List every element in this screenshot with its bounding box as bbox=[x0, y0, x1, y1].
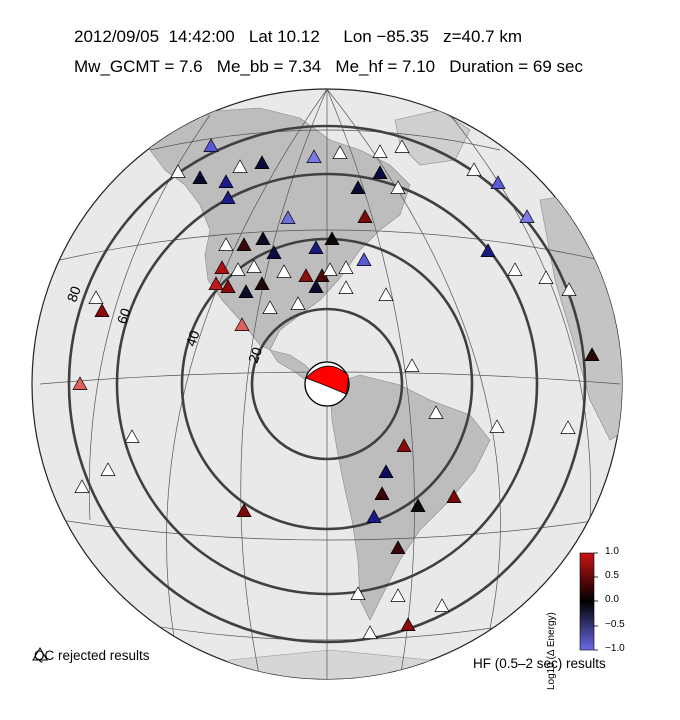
station-triangle bbox=[94, 303, 110, 317]
station-triangle bbox=[255, 231, 271, 245]
station-triangle bbox=[366, 509, 382, 523]
colorbar-tick: 0.0 bbox=[605, 594, 619, 605]
station-triangle bbox=[254, 155, 270, 169]
colorbar-tick: 0.5 bbox=[605, 570, 619, 581]
station-triangle bbox=[519, 209, 535, 223]
station-triangle bbox=[218, 237, 234, 251]
station-triangle bbox=[338, 260, 354, 274]
station-triangle bbox=[280, 210, 296, 224]
hf-results-label: HF (0.5–2 sec) results bbox=[473, 656, 606, 671]
station-triangle bbox=[350, 586, 366, 600]
station-triangle bbox=[262, 300, 278, 314]
station-triangle bbox=[298, 268, 314, 282]
station-triangle bbox=[254, 276, 270, 290]
station-triangle bbox=[170, 164, 186, 178]
colorbar-title: Log10 (Δ Energy) bbox=[546, 612, 557, 690]
station-triangle bbox=[404, 358, 420, 372]
station-triangle bbox=[372, 144, 388, 158]
station-triangle bbox=[480, 243, 496, 257]
station-triangle bbox=[390, 180, 406, 194]
station-triangle bbox=[378, 464, 394, 478]
colorbar-tick: −1.0 bbox=[605, 643, 625, 654]
distance-rings bbox=[67, 124, 587, 644]
station-triangle bbox=[396, 438, 412, 452]
station-triangle bbox=[378, 287, 394, 301]
station-triangle bbox=[507, 262, 523, 276]
station-triangle bbox=[203, 138, 219, 152]
station-triangle bbox=[306, 149, 322, 163]
station-triangle bbox=[357, 209, 373, 223]
south-america bbox=[329, 374, 491, 621]
beachball-focal-mechanism bbox=[304, 361, 350, 407]
station-triangle bbox=[428, 405, 444, 419]
station-triangle bbox=[266, 245, 282, 259]
station-triangle bbox=[332, 145, 348, 159]
station-triangle bbox=[410, 498, 426, 512]
station-triangle bbox=[372, 165, 388, 179]
colorbar-ticks bbox=[594, 552, 598, 651]
station-triangle bbox=[220, 279, 236, 293]
ring-label-60: 60 bbox=[113, 306, 133, 326]
colorbar bbox=[579, 552, 595, 651]
station-triangle bbox=[400, 617, 416, 631]
station-triangle bbox=[246, 259, 262, 273]
station-triangle bbox=[538, 270, 554, 284]
station-triangle bbox=[324, 231, 340, 245]
station-triangle bbox=[560, 420, 576, 434]
station-triangle bbox=[276, 264, 292, 278]
station-triangle bbox=[100, 462, 116, 476]
station-triangle bbox=[390, 588, 406, 602]
event-header-line1: 2012/09/05 14:42:00 Lat 10.12 Lon −85.35… bbox=[74, 27, 523, 46]
station-triangle bbox=[338, 280, 354, 294]
ring-label-80: 80 bbox=[63, 284, 83, 304]
station-triangle bbox=[192, 170, 208, 184]
station-triangle bbox=[434, 598, 450, 612]
land-layer bbox=[39, 89, 622, 679]
station-triangle bbox=[308, 240, 324, 254]
station-triangle bbox=[374, 486, 390, 500]
colorbar-tick: −0.5 bbox=[605, 619, 625, 630]
station-triangle bbox=[238, 284, 254, 298]
station-triangle bbox=[236, 237, 252, 251]
station-triangle bbox=[490, 175, 506, 189]
station-markers bbox=[72, 138, 600, 639]
station-triangle bbox=[350, 180, 366, 194]
station-triangle bbox=[466, 162, 482, 176]
station-triangle bbox=[489, 419, 505, 433]
station-triangle bbox=[220, 190, 236, 204]
station-triangle bbox=[561, 282, 577, 296]
ring-label-40: 40 bbox=[182, 328, 202, 348]
station-triangle bbox=[230, 262, 246, 276]
colorbar-tick: 1.0 bbox=[605, 546, 619, 557]
station-triangle bbox=[322, 262, 338, 276]
station-triangle bbox=[232, 159, 248, 173]
station-triangle bbox=[356, 252, 372, 266]
station-triangle bbox=[218, 174, 234, 188]
station-triangle bbox=[214, 260, 230, 274]
station-triangle bbox=[390, 540, 406, 554]
station-triangle bbox=[74, 479, 90, 493]
station-triangle bbox=[234, 317, 250, 331]
station-triangle bbox=[236, 503, 252, 517]
station-triangle bbox=[72, 376, 88, 390]
station-triangle bbox=[584, 347, 600, 361]
station-triangle bbox=[88, 290, 104, 304]
ring-label-20: 20 bbox=[245, 345, 265, 365]
qc-legend-icon bbox=[32, 647, 48, 661]
station-triangle bbox=[362, 625, 378, 639]
station-triangle bbox=[208, 276, 224, 290]
station-triangle bbox=[394, 139, 410, 153]
station-triangle bbox=[290, 296, 306, 310]
station-triangle bbox=[308, 279, 324, 293]
station-triangle bbox=[124, 429, 140, 443]
qc-legend-label: QC rejected results bbox=[34, 648, 150, 663]
station-triangle bbox=[446, 489, 462, 503]
event-header-line2: Mw_GCMT = 7.6 Me_bb = 7.34 Me_hf = 7.10 … bbox=[74, 57, 584, 76]
